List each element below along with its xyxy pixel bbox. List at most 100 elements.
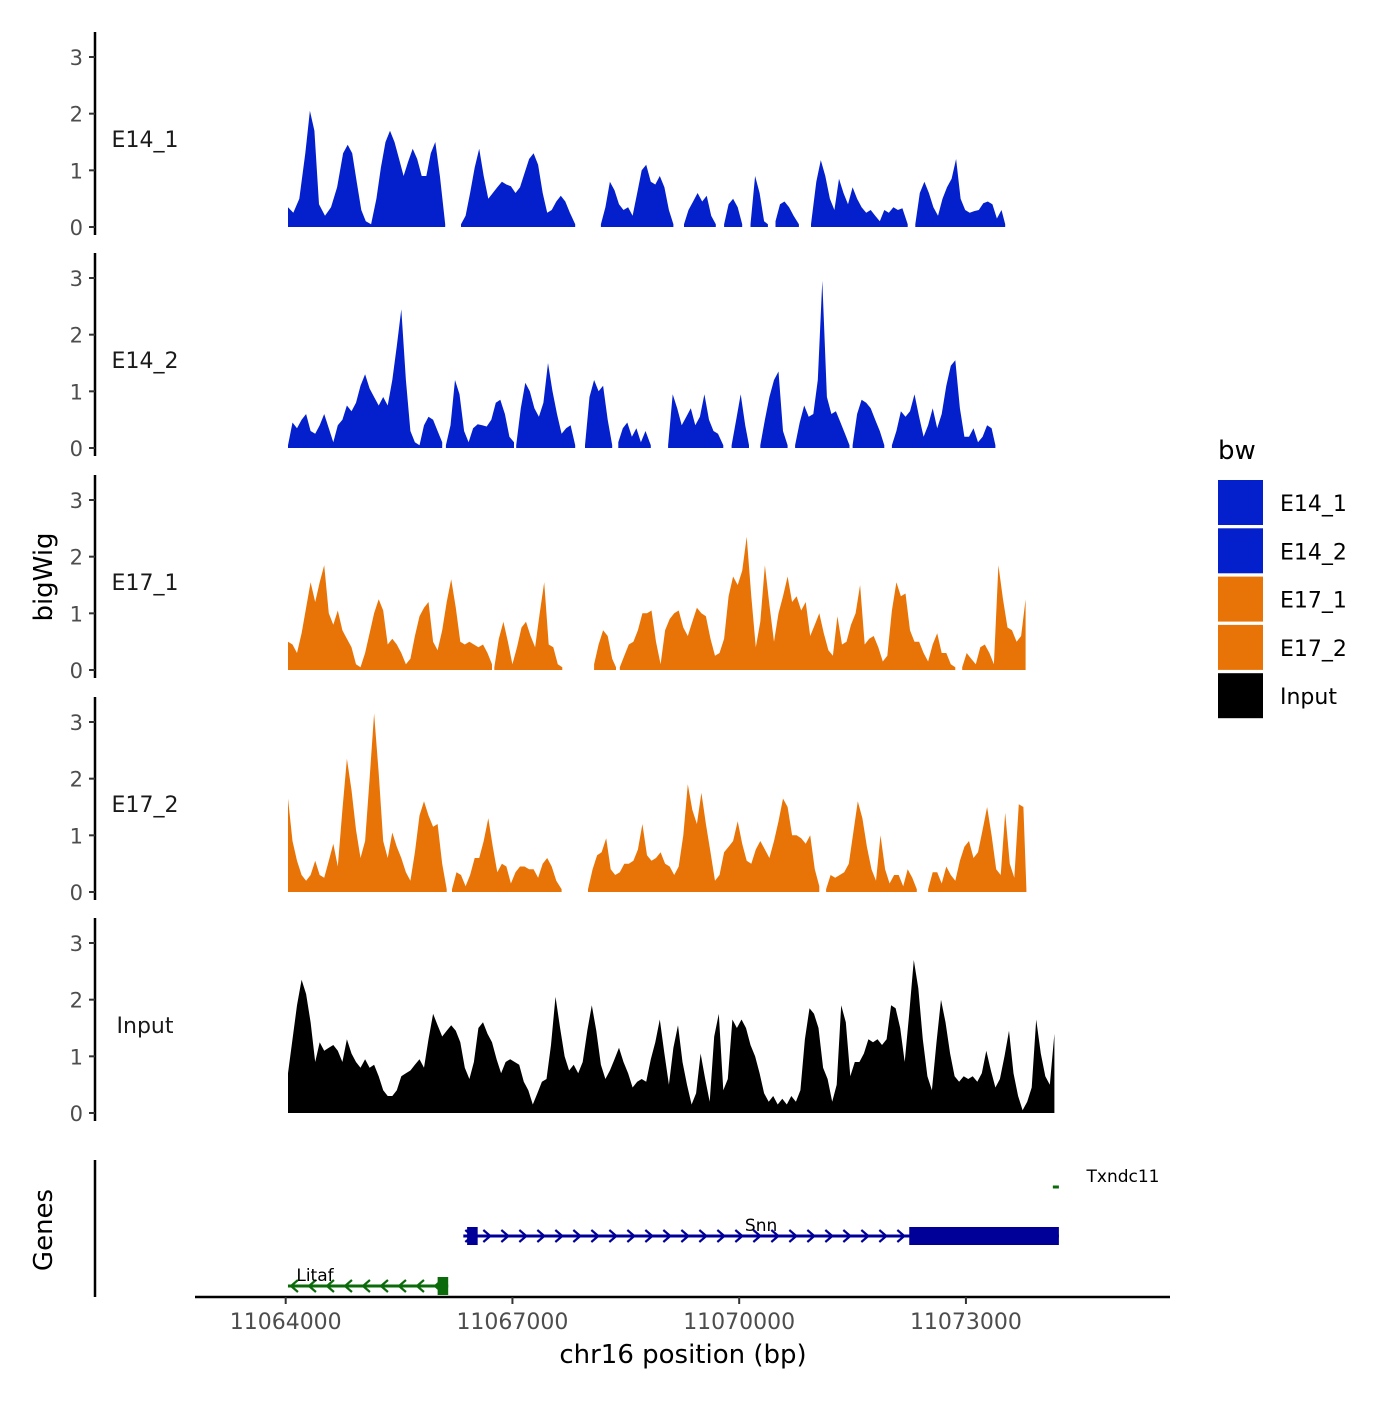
legend-label: E17_2	[1280, 637, 1347, 662]
track-label: E14_1	[112, 128, 179, 153]
y-tick-label: 2	[70, 768, 83, 792]
strand-chevron	[536, 1229, 547, 1243]
track-label: E17_2	[112, 793, 179, 818]
coverage-area	[445, 380, 514, 448]
strand-chevron	[518, 1229, 529, 1243]
coverage-area	[288, 565, 492, 670]
coverage-area	[461, 148, 576, 227]
gene-label: Txndc11	[1086, 1167, 1160, 1187]
legend-label: E14_2	[1280, 540, 1347, 565]
exon	[437, 1277, 449, 1295]
legend-entry-e17-1: E17_1	[1218, 576, 1347, 622]
x-axis: 11064000 11067000 11070000 11073000	[195, 1295, 1170, 1335]
y-tick-label: 3	[70, 932, 83, 956]
coverage-area	[288, 110, 446, 227]
strand-chevron	[770, 1229, 781, 1243]
y-tick-label: 1	[70, 824, 83, 848]
coverage-area	[891, 360, 996, 448]
y-tick-label: 2	[70, 989, 83, 1013]
y-tick-label: 3	[70, 46, 83, 70]
track-e14-1: 0 1 2 3 E14_1	[70, 32, 1006, 240]
legend-swatch	[1218, 480, 1263, 525]
strand-chevron	[307, 1279, 317, 1293]
y-tick-label: 2	[70, 324, 83, 348]
strand-chevron	[289, 1279, 299, 1293]
legend-label: E17_1	[1280, 589, 1347, 614]
y-tick-label: 1	[70, 380, 83, 404]
y-tick-label: 0	[70, 659, 83, 683]
legend: bw E14_1 E14_2 E17_1 E17_2 Input	[1218, 436, 1347, 719]
y-tick-label: 1	[70, 1045, 83, 1069]
legend-swatch	[1218, 624, 1263, 670]
strand-chevron	[554, 1229, 565, 1243]
coverage-area	[811, 160, 908, 227]
legend-label: Input	[1280, 685, 1337, 710]
legend-swatch	[1218, 576, 1263, 622]
coverage-area	[731, 394, 749, 448]
y-tick-label: 2	[70, 546, 83, 570]
coverage-area	[288, 713, 447, 892]
strand-chevron	[379, 1279, 389, 1293]
coverage-area	[750, 176, 768, 227]
genes-layer: Txndc11 Snn Litaf	[93, 1160, 1160, 1297]
coverage-area	[928, 804, 1027, 892]
gene-txndc11: Txndc11	[1052, 1167, 1160, 1189]
coverage-area	[795, 280, 850, 448]
coverage-area	[600, 164, 674, 227]
y-tick-label: 2	[70, 103, 83, 127]
gene-litaf: Litaf	[287, 1266, 449, 1295]
coverage-area	[760, 371, 788, 448]
legend-entry-e14-2: E14_2	[1218, 528, 1347, 574]
exon	[467, 1227, 478, 1245]
y-tick-label: 1	[70, 159, 83, 183]
legend-label: E14_1	[1280, 492, 1347, 517]
coverage-area	[775, 201, 799, 227]
tracks-layer: 0 1 2 3 E14_1 0 1 2 3 E14_2 0 1 2 3 E17_1 0 1 2 3 E17_2 0 1 2 3…	[70, 32, 1055, 1126]
coverage-area	[288, 960, 1055, 1113]
coverage-area	[594, 630, 616, 670]
gene-label: Snn	[745, 1216, 777, 1236]
track-e17-1: 0 1 2 3 E17_1	[70, 475, 1026, 683]
track-label: E14_2	[112, 349, 179, 374]
legend-entry-e17-2: E17_2	[1218, 624, 1347, 670]
strand-chevron	[608, 1229, 619, 1243]
coverage-area	[915, 159, 1006, 227]
coverage-area	[288, 309, 443, 448]
strand-chevron	[415, 1279, 425, 1293]
coverage-area	[585, 380, 613, 448]
strand-chevron	[325, 1279, 335, 1293]
coverage-area	[852, 399, 885, 448]
gene-label: Litaf	[296, 1266, 334, 1286]
track-e17-2: 0 1 2 3 E17_2	[70, 697, 1027, 905]
strand-chevron	[788, 1229, 799, 1243]
strand-chevron	[824, 1229, 835, 1243]
strand-chevron	[590, 1229, 601, 1243]
y-tick-label: 0	[70, 216, 83, 240]
strand-chevron	[752, 1229, 763, 1243]
y-tick-label: 0	[70, 881, 83, 905]
x-tick-label: 11067000	[456, 1310, 568, 1335]
strand-chevron	[482, 1229, 493, 1243]
coverage-area	[724, 198, 743, 227]
strand-chevron	[878, 1229, 889, 1243]
strand-chevron	[698, 1229, 709, 1243]
track-e14-2: 0 1 2 3 E14_2	[70, 253, 996, 461]
strand-chevron	[662, 1229, 673, 1243]
coverage-area	[684, 193, 716, 227]
legend-swatch	[1218, 673, 1263, 719]
y-tick-label: 3	[70, 267, 83, 291]
y-tick-label: 1	[70, 602, 83, 626]
strand-chevron	[680, 1229, 691, 1243]
coverage-area	[494, 582, 563, 670]
coverage-area	[618, 422, 651, 448]
y-tick-label: 0	[70, 437, 83, 461]
coverage-area	[619, 536, 956, 670]
strand-chevron	[361, 1279, 371, 1293]
strand-chevron	[806, 1229, 817, 1243]
track-label: E17_1	[112, 571, 179, 596]
coverage-area	[962, 565, 1026, 670]
strand-chevron	[716, 1229, 727, 1243]
